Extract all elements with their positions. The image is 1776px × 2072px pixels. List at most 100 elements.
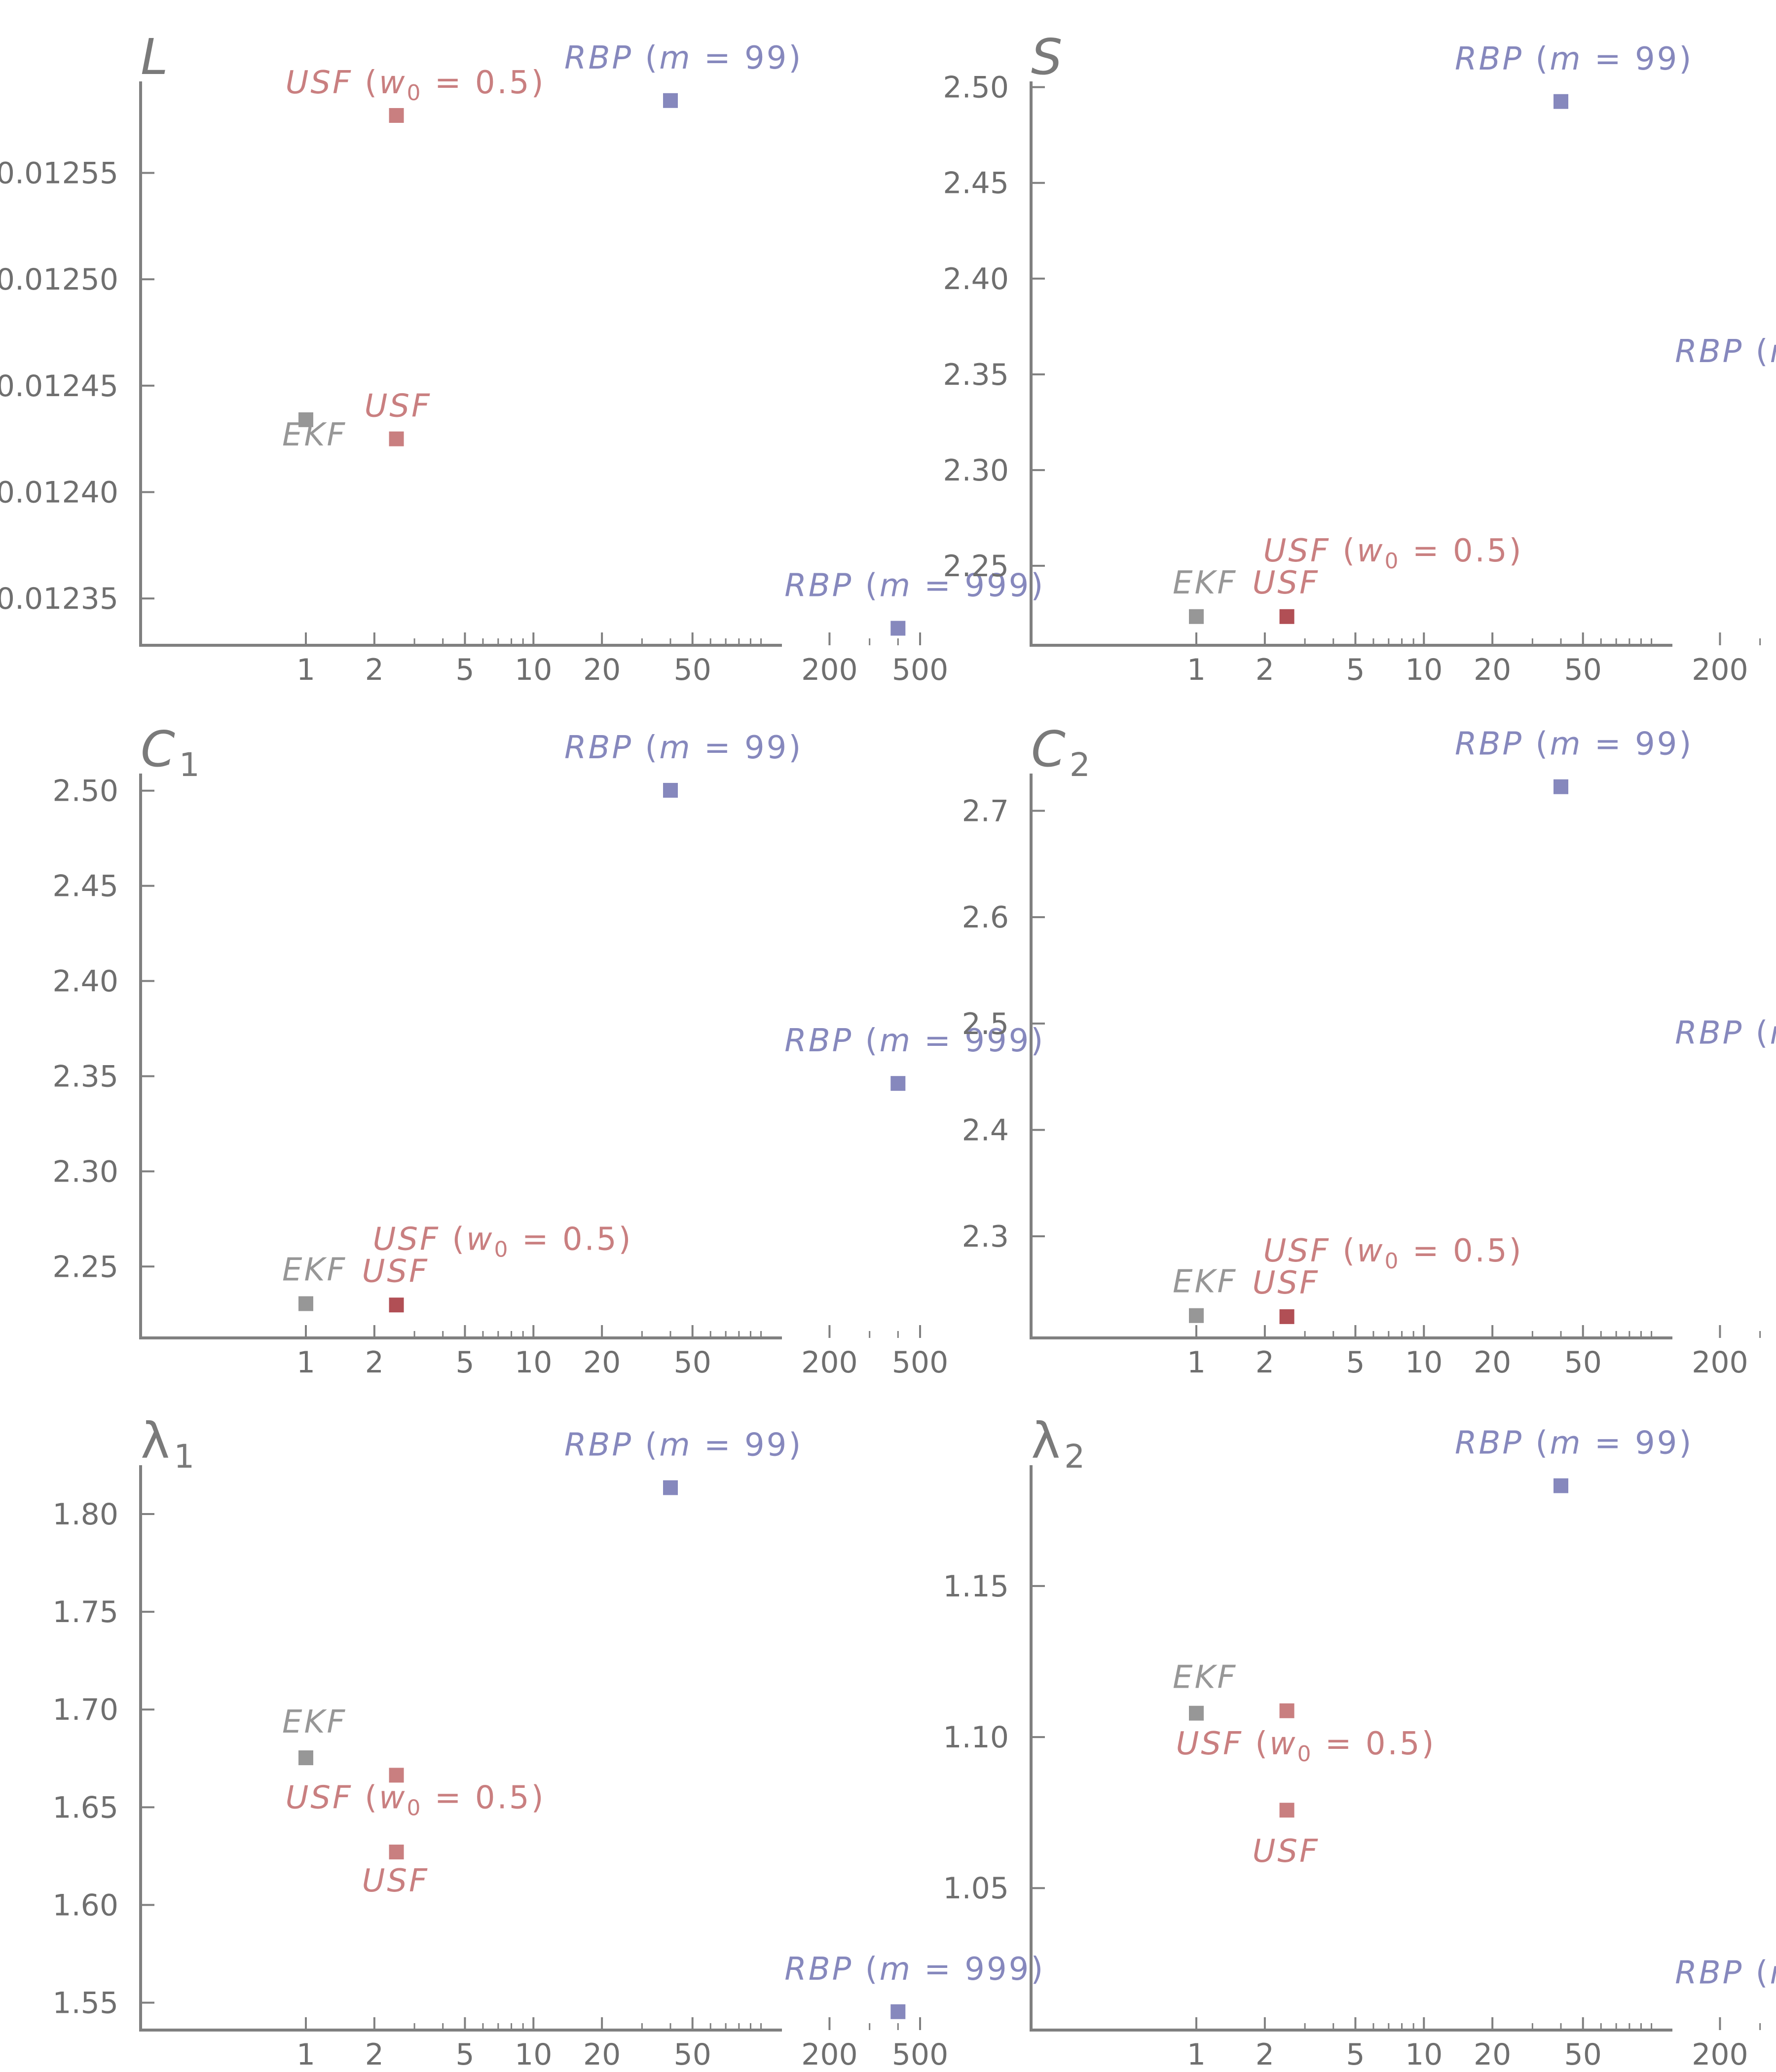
data-point xyxy=(1279,1803,1295,1818)
x-tick-label: 2 xyxy=(365,1345,384,1380)
point-annotation: USF (w0 = 0.5) xyxy=(1176,1726,1436,1767)
y-tick-label: 1.80 xyxy=(52,1497,118,1532)
point-annotation: USF xyxy=(1253,1833,1320,1870)
y-tick-label: 2.7 xyxy=(962,794,1009,828)
x-tick-label: 20 xyxy=(583,1345,621,1380)
chart-panel-2: 1251020502005002.252.302.352.402.452.50S… xyxy=(943,28,1776,687)
point-annotation: USF (w0 = 0.5) xyxy=(373,1221,633,1262)
point-annotation: USF (w0 = 0.5) xyxy=(1263,1233,1523,1274)
point-annotation: RBP (m = 99) xyxy=(1455,1425,1693,1462)
x-tick-label: 1 xyxy=(296,653,315,687)
y-tick-label: 2.40 xyxy=(52,964,118,999)
y-tick-label: 2.40 xyxy=(943,262,1009,296)
x-tick-label: 5 xyxy=(455,1345,474,1380)
x-tick-label: 50 xyxy=(1564,2037,1602,2072)
data-point xyxy=(298,1296,313,1311)
point-annotation: EKF xyxy=(282,417,347,453)
y-tick-label: 1.70 xyxy=(52,1693,118,1727)
point-annotation: EKF xyxy=(1173,565,1237,601)
y-tick-label: 2.4 xyxy=(962,1113,1009,1147)
y-tick-label: 2.30 xyxy=(943,453,1009,488)
y-tick-label: 0.01255 xyxy=(0,156,118,190)
data-point xyxy=(389,1297,404,1313)
y-tick-label: 0.01235 xyxy=(0,582,118,616)
data-point xyxy=(890,621,906,636)
x-tick-label: 5 xyxy=(455,653,474,687)
data-point xyxy=(663,782,678,798)
x-tick-label: 2 xyxy=(365,653,384,687)
x-tick-label: 20 xyxy=(583,2037,621,2072)
x-tick-label: 1 xyxy=(1187,2037,1206,2072)
data-point xyxy=(1554,94,1569,109)
point-annotation: USF (w0 = 0.5) xyxy=(286,65,546,106)
data-point xyxy=(1279,1703,1295,1718)
x-tick-label: 20 xyxy=(1474,653,1511,687)
x-tick-label: 5 xyxy=(455,2037,474,2072)
x-tick-label: 50 xyxy=(674,1345,711,1380)
x-tick-label: 50 xyxy=(674,653,711,687)
point-annotation: RBP (m = 99) xyxy=(564,1427,803,1464)
data-point xyxy=(389,1845,404,1860)
x-tick-label: 200 xyxy=(1692,653,1748,687)
y-axis-label: L xyxy=(141,28,168,86)
x-tick-label: 200 xyxy=(801,1345,858,1380)
x-tick-label: 50 xyxy=(1564,1345,1602,1380)
y-tick-label: 2.45 xyxy=(52,869,118,904)
data-point xyxy=(1554,1478,1569,1493)
x-tick-label: 20 xyxy=(583,653,621,687)
x-tick-label: 10 xyxy=(1405,1345,1443,1380)
chart-panel-3: 1 2 5 10 20 50 200 500 2.25 2.30 2.35 2.40 2.45 2.50 C… xyxy=(52,720,1045,1380)
x-tick-label: 10 xyxy=(1405,653,1443,687)
x-tick-label: 1 xyxy=(1187,653,1206,687)
x-tick-label: 2 xyxy=(365,2037,384,2072)
point-annotation: USF xyxy=(1253,565,1320,601)
point-annotation: RBP (m = 999) xyxy=(784,567,1045,604)
y-tick-label: 0.01240 xyxy=(0,475,118,510)
x-tick-label: 2 xyxy=(1256,1345,1274,1380)
x-tick-label: 2 xyxy=(1256,2037,1274,2072)
point-annotation: USF (w0 = 0.5) xyxy=(1263,533,1523,574)
y-tick-label: 1.10 xyxy=(943,1720,1009,1755)
y-tick-label: 2.6 xyxy=(962,900,1009,935)
point-annotation: EKF xyxy=(282,1704,347,1740)
data-point xyxy=(663,93,678,108)
point-annotation: RBP (m = 99) xyxy=(564,40,803,76)
x-tick-label: 200 xyxy=(1692,2037,1748,2072)
data-point xyxy=(1189,1705,1204,1721)
data-point xyxy=(1279,1309,1295,1324)
y-tick-label: 1.15 xyxy=(943,1569,1009,1604)
x-tick-label: 5 xyxy=(1346,1345,1365,1380)
point-annotation: EKF xyxy=(1173,1660,1237,1696)
y-tick-label: 1.05 xyxy=(943,1871,1009,1906)
y-tick-label: 2.50 xyxy=(52,774,118,809)
x-tick-label: 200 xyxy=(801,653,858,687)
y-tick-label: 2.35 xyxy=(943,358,1009,392)
data-point xyxy=(890,1076,906,1091)
y-tick-label: 0.01250 xyxy=(0,262,118,297)
y-tick-label: 0.01245 xyxy=(0,369,118,404)
data-point xyxy=(389,431,404,446)
data-point xyxy=(389,108,404,123)
y-tick-label: 2.50 xyxy=(943,71,1009,105)
point-annotation: RBP (m = 999) xyxy=(1675,1015,1776,1052)
x-tick-label: 2 xyxy=(1256,653,1274,687)
data-point xyxy=(1279,609,1295,624)
point-annotation: RBP (m = 999) xyxy=(1675,333,1776,370)
point-annotation: USF (w0 = 0.5) xyxy=(286,1779,546,1820)
x-tick-label: 200 xyxy=(801,2037,858,2072)
data-point xyxy=(663,1480,678,1495)
y-tick-label: 1.60 xyxy=(52,1888,118,1923)
x-tick-label: 20 xyxy=(1474,2037,1511,2072)
data-point xyxy=(389,1768,404,1783)
point-annotation: USF xyxy=(365,388,432,425)
chart-panel-1: 1 2 5 10 20 50 200 500 0.01235 0.01240 0.01245 0.01… xyxy=(0,28,1045,687)
x-tick-label: 1 xyxy=(1187,1345,1206,1380)
data-point xyxy=(1189,609,1204,624)
point-annotation: RBP (m = 999) xyxy=(784,1023,1045,1059)
point-annotation: RBP (m = 99) xyxy=(564,730,803,766)
point-annotation: RBP (m = 99) xyxy=(1455,41,1693,77)
